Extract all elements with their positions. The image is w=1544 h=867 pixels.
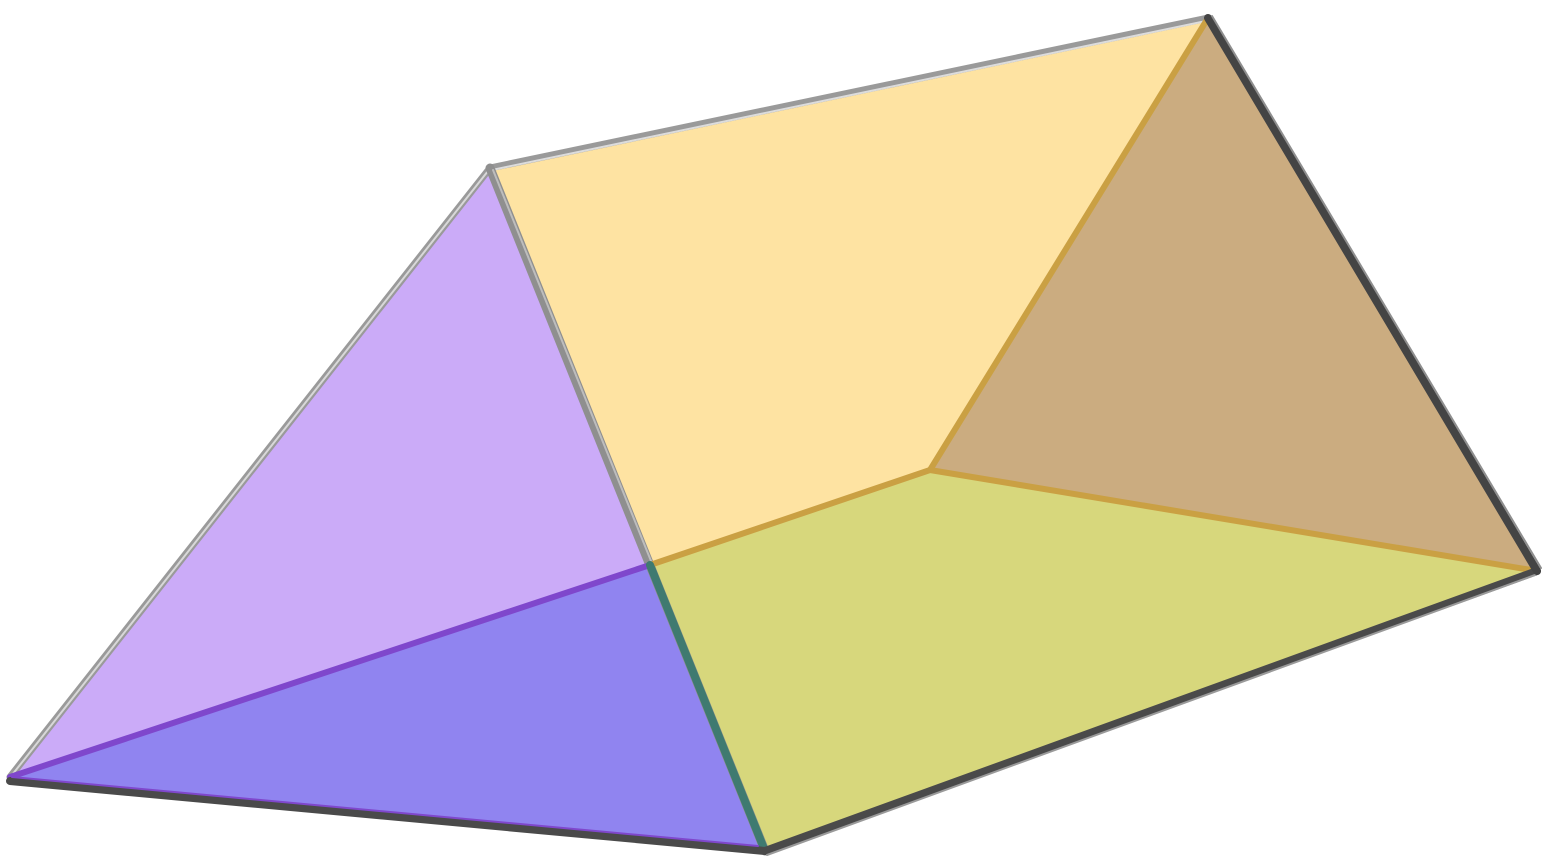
edge-front-left-inner bbox=[11, 170, 489, 776]
edge-back-right bbox=[1204, 14, 1541, 575]
edge-bottom-right-light bbox=[766, 574, 1536, 856]
edge-top bbox=[486, 14, 1212, 172]
edge-top-inner bbox=[491, 20, 1207, 171]
edge-back-right-light bbox=[1211, 15, 1542, 569]
back-triangle-face bbox=[930, 18, 1537, 571]
front-triangle-face bbox=[10, 168, 765, 851]
edge-diagonal-gold bbox=[647, 467, 933, 568]
edge-back-left bbox=[927, 15, 1211, 473]
edge-bottom-right bbox=[761, 567, 1541, 855]
edge-diagonal-purple bbox=[7, 562, 653, 780]
edge-overlap-teal bbox=[646, 561, 769, 855]
top-face bbox=[490, 18, 1208, 565]
front-bottom-overlap bbox=[10, 565, 765, 851]
edge-bottom-front bbox=[6, 777, 769, 855]
edge-bottom-front-purple bbox=[11, 776, 759, 847]
bottom-face bbox=[650, 470, 1537, 851]
edge-back-bottom bbox=[927, 467, 1540, 574]
